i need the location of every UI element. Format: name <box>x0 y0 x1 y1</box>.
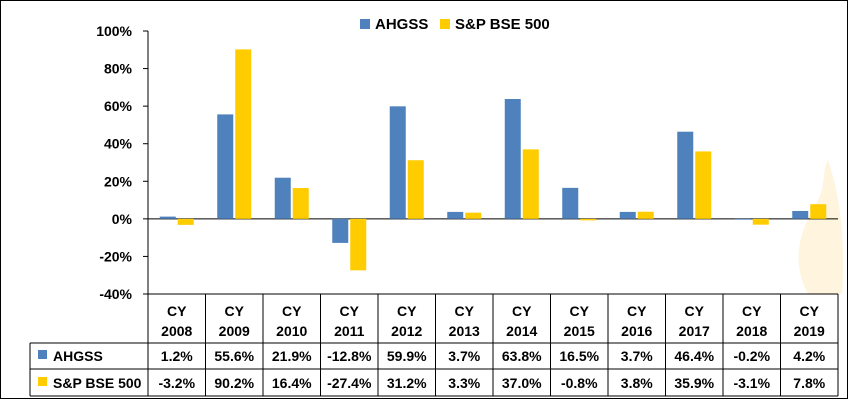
bar-bse500 <box>350 218 367 271</box>
table-cell-bse500: -3.2% <box>158 375 195 391</box>
legend-label-ahgss: AHGSS <box>375 16 428 33</box>
bar-ahgss <box>734 218 751 220</box>
y-tick-label: 60% <box>104 98 133 114</box>
category-label-line1: CY <box>570 303 590 319</box>
category-label-line1: CY <box>282 303 302 319</box>
bar-ahgss <box>792 210 809 219</box>
table-cell-bse500: 35.9% <box>674 375 714 391</box>
table-cell-bse500: -27.4% <box>327 375 372 391</box>
table-cell-bse500: 16.4% <box>272 375 312 391</box>
bar-bse500 <box>292 188 309 219</box>
table-cell-ahgss: 3.7% <box>448 348 480 364</box>
bar-bse500 <box>695 151 712 219</box>
bar-bse500 <box>407 160 424 219</box>
table-cell-ahgss: 1.2% <box>161 348 193 364</box>
category-label-line2: 2008 <box>161 323 192 339</box>
category-label-line1: CY <box>800 303 820 319</box>
category-label-line1: CY <box>167 303 187 319</box>
category-label-line2: 2012 <box>391 323 422 339</box>
legend-swatch-ahgss <box>360 19 370 29</box>
bar-ahgss <box>447 211 464 219</box>
category-label-line1: CY <box>742 303 762 319</box>
table-key-ahgss <box>38 350 47 359</box>
table-key-bse500 <box>38 377 47 386</box>
watermark-flame <box>798 160 844 294</box>
table-row-header-bse500: S&P BSE 500 <box>53 375 142 391</box>
y-tick-label: 100% <box>96 23 132 39</box>
bar-bse500 <box>522 149 539 219</box>
y-tick-label: 20% <box>104 173 133 189</box>
table-cell-ahgss: 3.7% <box>621 348 653 364</box>
table-cell-bse500: 31.2% <box>387 375 427 391</box>
table-cell-ahgss: 46.4% <box>674 348 714 364</box>
category-label-line2: 2011 <box>334 323 365 339</box>
table-cell-ahgss: 63.8% <box>502 348 542 364</box>
y-tick-label: 80% <box>104 61 133 77</box>
category-label-line2: 2017 <box>679 323 710 339</box>
legend-label-bse500: S&P BSE 500 <box>455 16 550 33</box>
bar-bse500 <box>637 211 654 219</box>
bar-ahgss <box>217 114 234 219</box>
bar-ahgss <box>504 99 521 219</box>
category-label-line1: CY <box>340 303 360 319</box>
bar-bse500 <box>752 218 769 225</box>
table-cell-ahgss: 59.9% <box>387 348 427 364</box>
bar-bse500 <box>580 218 597 221</box>
bar-bse500 <box>810 204 827 219</box>
category-label-line2: 2016 <box>621 323 652 339</box>
table-cell-bse500: 3.8% <box>621 375 653 391</box>
category-label-line1: CY <box>512 303 532 319</box>
legend-swatch-bse500 <box>440 19 450 29</box>
category-label-line2: 2013 <box>449 323 480 339</box>
bar-ahgss <box>677 131 694 219</box>
category-label-line1: CY <box>627 303 647 319</box>
y-tick-label: 40% <box>104 136 133 152</box>
y-tick-label: 0% <box>112 211 133 227</box>
category-label-line2: 2010 <box>276 323 307 339</box>
table-cell-bse500: -3.1% <box>733 375 770 391</box>
bar-ahgss <box>332 218 349 243</box>
category-label-line2: 2015 <box>564 323 595 339</box>
table-cell-ahgss: -0.2% <box>733 348 770 364</box>
bar-ahgss <box>159 216 176 219</box>
y-tick-label: -20% <box>99 248 132 264</box>
category-label-line1: CY <box>225 303 245 319</box>
bar-ahgss <box>619 211 636 219</box>
bar-ahgss <box>389 106 406 219</box>
bar-ahgss <box>274 177 291 219</box>
bar-ahgss <box>562 187 579 219</box>
category-label-line1: CY <box>685 303 705 319</box>
table-cell-bse500: 3.3% <box>448 375 480 391</box>
y-tick-label: -40% <box>99 286 132 302</box>
table-cell-ahgss: 4.2% <box>793 348 825 364</box>
bar-bse500 <box>465 212 482 219</box>
bar-bse500 <box>235 49 252 219</box>
category-label-line2: 2009 <box>219 323 250 339</box>
category-label-line2: 2019 <box>794 323 825 339</box>
category-label-line2: 2018 <box>736 323 767 339</box>
table-cell-ahgss: 55.6% <box>214 348 254 364</box>
category-label-line1: CY <box>397 303 417 319</box>
table-cell-ahgss: 21.9% <box>272 348 312 364</box>
category-label-line1: CY <box>455 303 475 319</box>
table-row-header-ahgss: AHGSS <box>53 348 103 364</box>
category-label-line2: 2014 <box>506 323 537 339</box>
table-cell-bse500: 90.2% <box>214 375 254 391</box>
bar-bse500 <box>177 218 194 225</box>
table-cell-ahgss: 16.5% <box>559 348 599 364</box>
table-cell-bse500: 37.0% <box>502 375 542 391</box>
table-cell-ahgss: -12.8% <box>327 348 372 364</box>
table-cell-bse500: 7.8% <box>793 375 825 391</box>
table-cell-bse500: -0.8% <box>561 375 598 391</box>
